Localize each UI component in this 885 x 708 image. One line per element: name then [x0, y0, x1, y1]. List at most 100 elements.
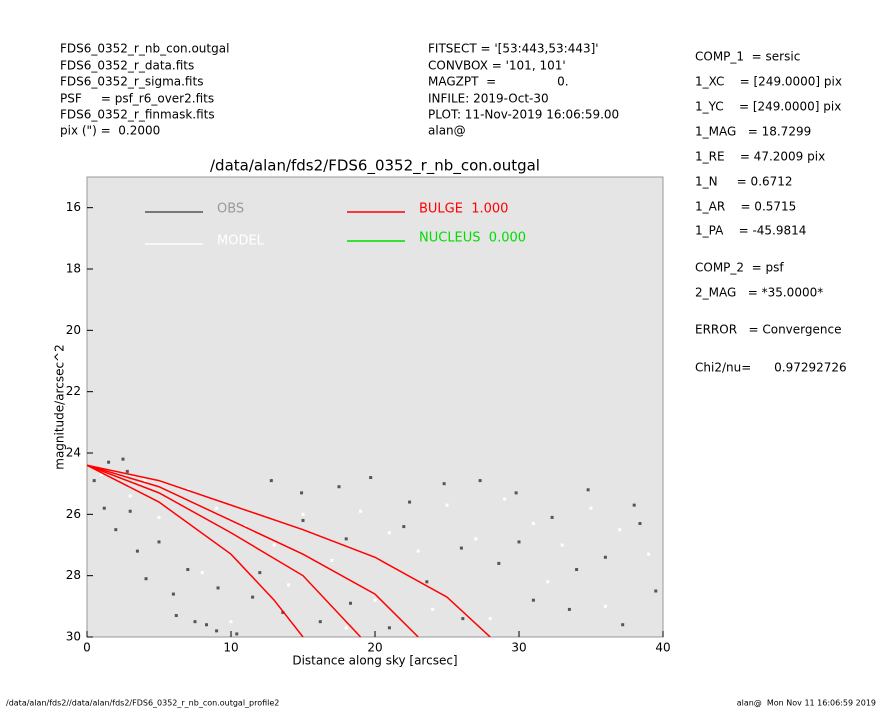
point [618, 528, 622, 532]
point [560, 543, 564, 547]
point [550, 515, 554, 519]
point [431, 607, 435, 611]
point [344, 626, 348, 630]
parameter: 1_AR = 0.5715 [695, 200, 796, 214]
point [128, 494, 132, 498]
point [114, 528, 118, 532]
point [337, 485, 341, 489]
point [632, 503, 636, 507]
point [121, 457, 125, 461]
header-line: CONVBOX = '101, 101' [428, 59, 566, 73]
point [269, 479, 273, 483]
point [373, 598, 377, 602]
y-tick-label: 24 [66, 446, 81, 460]
y-tick-label: 18 [66, 262, 81, 276]
parameter: Chi2/nu= 0.97292726 [695, 361, 847, 375]
point [92, 479, 96, 483]
plot-area [86, 176, 664, 638]
point [621, 623, 625, 627]
y-tick-label: 22 [66, 384, 81, 398]
footer-right: alan@ Mon Nov 11 16:06:59 2019 [737, 699, 876, 708]
header-line: FDS6_0352_r_sigma.fits [60, 75, 203, 89]
header-line: FITSECT = '[53:443,53:443]' [428, 42, 599, 56]
point [287, 583, 291, 587]
point [387, 531, 391, 535]
line [87, 464, 491, 637]
point [402, 525, 406, 529]
parameter: ERROR = Convergence [695, 323, 841, 337]
parameter: 1_MAG = 18.7299 [695, 125, 811, 139]
legend-label: BULGE 1.000 [419, 202, 508, 217]
point [330, 558, 334, 562]
parameter: COMP_2 = psf [695, 261, 784, 275]
point [251, 595, 255, 599]
header-line: FDS6_0352_r_finmask.fits [60, 108, 215, 122]
legend-label: NUCLEUS 0.000 [419, 231, 526, 246]
point [503, 497, 507, 501]
point [205, 623, 209, 627]
point [258, 571, 262, 575]
point [459, 546, 463, 550]
point [102, 506, 106, 510]
parameter: 1_YC = [249.0000] pix [695, 100, 841, 114]
x-tick-label: 20 [367, 641, 382, 655]
point [229, 620, 233, 624]
point [349, 601, 353, 605]
point [318, 620, 322, 624]
parameter: 1_PA = -45.9814 [695, 224, 806, 238]
parameter: 1_RE = 47.2009 pix [695, 150, 825, 164]
point [461, 617, 465, 621]
point [387, 626, 391, 630]
point [445, 503, 449, 507]
point [128, 509, 132, 513]
header-line: PLOT: 11-Nov-2019 16:06:59.00 [428, 108, 619, 122]
plot-data [87, 457, 658, 637]
point [157, 515, 161, 519]
point [603, 555, 607, 559]
parameter: 2_MAG = *35.0000* [695, 286, 823, 300]
header-line: alan@ [428, 124, 466, 138]
point [408, 500, 412, 504]
point [157, 540, 161, 544]
point [359, 509, 363, 513]
parameter: COMP_1 = sersic [695, 50, 800, 64]
header-line: FDS6_0352_r_nb_con.outgal [60, 42, 229, 56]
point [216, 586, 220, 590]
y-tick-label: 28 [66, 568, 81, 582]
point [517, 540, 521, 544]
point [200, 571, 204, 575]
point [638, 522, 642, 526]
point [425, 580, 429, 584]
y-axis-label: magnitude/arcsec^2 [53, 344, 67, 470]
point [514, 491, 518, 495]
point [215, 506, 219, 510]
point [603, 604, 607, 608]
point [272, 543, 276, 547]
point [369, 476, 373, 480]
point [174, 614, 178, 618]
point [647, 552, 651, 556]
point [301, 518, 305, 522]
point [488, 617, 492, 621]
point [531, 598, 535, 602]
line [87, 464, 304, 637]
footer-left: /data/alan/fds2//data/alan/fds2/FDS6_035… [6, 699, 279, 708]
point [300, 491, 304, 495]
parameter: 1_N = 0.6712 [695, 175, 793, 189]
header-line: INFILE: 2019-Oct-30 [428, 92, 549, 106]
line [87, 464, 419, 637]
point [143, 479, 147, 483]
header-line: pix (") = 0.2000 [60, 124, 160, 138]
point [497, 561, 501, 565]
line [87, 464, 362, 637]
y-tick-label: 16 [66, 200, 81, 214]
point [301, 512, 305, 516]
legend-label: OBS [217, 202, 244, 217]
point [144, 577, 148, 581]
point [344, 537, 348, 541]
point [107, 460, 111, 464]
x-axis-label: Distance along sky [arcsec] [292, 654, 457, 668]
point [567, 607, 571, 611]
point [442, 482, 446, 486]
x-tick-label: 10 [223, 641, 238, 655]
